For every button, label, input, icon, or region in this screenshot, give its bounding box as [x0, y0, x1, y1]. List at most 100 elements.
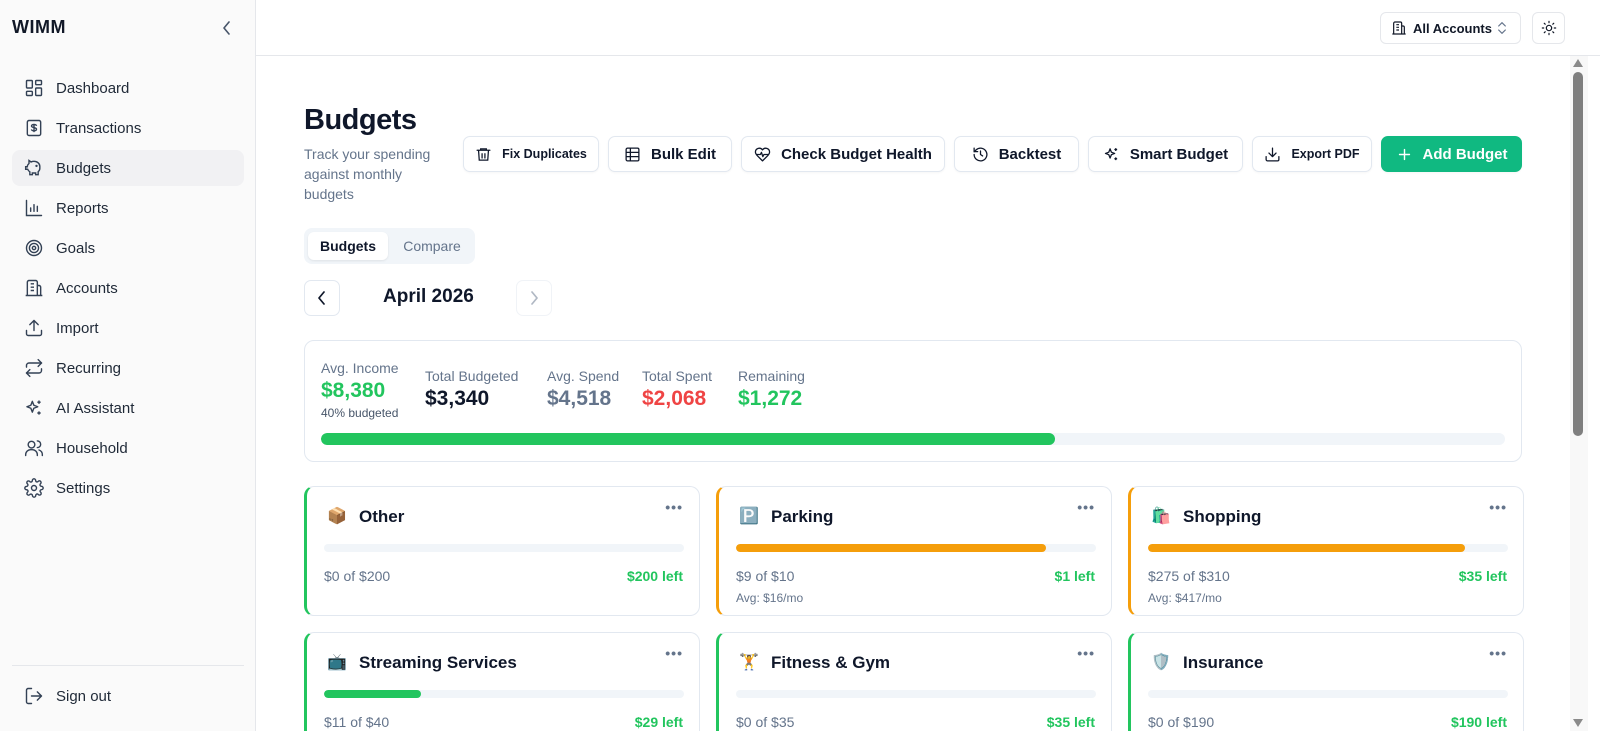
- budget-card-title: Parking: [771, 507, 834, 526]
- table-icon: [625, 146, 640, 162]
- download-icon: [1265, 146, 1280, 162]
- chevron-left-icon: [318, 291, 325, 305]
- sign-out-label: Sign out: [56, 687, 112, 705]
- add-budget-button[interactable]: Add Budget: [1381, 136, 1522, 172]
- account-selector[interactable]: All Accounts: [1380, 12, 1521, 44]
- more-options-icon[interactable]: •••: [1077, 499, 1095, 515]
- total-spent-value: $2,068: [642, 387, 707, 410]
- sidebar-item-goals[interactable]: Goals: [12, 230, 244, 266]
- tab-budgets[interactable]: Budgets: [308, 232, 388, 260]
- budget-average-text: Avg: $417/mo: [1148, 591, 1222, 605]
- category-emoji-icon: 🛍️: [1151, 508, 1171, 525]
- users-icon: [24, 440, 44, 457]
- sidebar-item-ai-assistant[interactable]: AI Assistant: [12, 390, 244, 426]
- bulk-edit-button[interactable]: Bulk Edit: [608, 136, 732, 172]
- budget-progress-fill: [324, 690, 422, 698]
- sidebar-item-recurring[interactable]: Recurring: [12, 350, 244, 386]
- collapse-sidebar-button[interactable]: [218, 18, 236, 38]
- budget-card-title: Other: [359, 507, 405, 526]
- total-budgeted-value: $3,340: [425, 387, 490, 410]
- total-spent-label: Total Spent: [642, 368, 713, 384]
- sparkles-icon: [1104, 147, 1117, 160]
- budget-card-title: Streaming Services: [359, 653, 517, 672]
- export-pdf-label: Export PDF: [1291, 147, 1360, 161]
- sign-out-button[interactable]: Sign out: [12, 678, 244, 714]
- sidebar-item-label: Settings: [56, 479, 111, 497]
- budget-card[interactable]: 📺 Streaming Services ••• $11 of $40 $29 left: [304, 632, 700, 731]
- account-selector-label: All Accounts: [1413, 20, 1492, 36]
- sidebar-item-label: Recurring: [56, 359, 122, 377]
- plus-icon: [1398, 148, 1410, 160]
- more-options-icon[interactable]: •••: [1489, 499, 1507, 515]
- export-pdf-button[interactable]: Export PDF: [1252, 136, 1372, 172]
- smart-budget-button[interactable]: Smart Budget: [1088, 136, 1243, 172]
- sidebar-item-household[interactable]: Household: [12, 430, 244, 466]
- sidebar-item-label: AI Assistant: [56, 399, 135, 417]
- theme-toggle-button[interactable]: [1532, 12, 1565, 44]
- budget-card[interactable]: 🅿️ Parking ••• $9 of $10 $1 left Avg: $16/mo: [716, 486, 1112, 616]
- heart-pulse-icon: [754, 147, 771, 162]
- sidebar-item-transactions[interactable]: Transactions: [12, 110, 244, 146]
- backtest-label: Backtest: [998, 145, 1062, 163]
- sparkles-icon: [26, 400, 41, 415]
- fix-duplicates-button[interactable]: Fix Duplicates: [463, 136, 599, 172]
- check-budget-health-button[interactable]: Check Budget Health: [741, 136, 945, 172]
- check-budget-health-label: Check Budget Health: [781, 145, 932, 163]
- bulk-edit-label: Bulk Edit: [650, 145, 716, 163]
- sidebar-item-dashboard[interactable]: Dashboard: [12, 70, 244, 106]
- budget-spent-text: $11 of $40: [324, 714, 390, 730]
- page-title: Budgets: [304, 104, 417, 136]
- more-options-icon[interactable]: •••: [1489, 645, 1507, 661]
- sidebar-item-import[interactable]: Import: [12, 310, 244, 346]
- budget-summary-card: Avg. Income $8,380 40% budgeted Total Bu…: [304, 340, 1522, 462]
- budget-progress-track: [324, 544, 684, 552]
- budget-remaining-text: $200 left: [626, 568, 683, 584]
- budget-progress-fill: [736, 544, 1046, 552]
- add-budget-label: Add Budget: [1422, 145, 1508, 163]
- category-emoji-icon: 🏋️: [739, 654, 759, 671]
- repeat-icon: [25, 358, 43, 378]
- sidebar-nav: Dashboard Transactions Budgets Reports G…: [12, 70, 244, 510]
- avg-spend-label: Avg. Spend: [547, 368, 620, 384]
- upload-icon: [25, 319, 43, 337]
- summary-progress-fill: [321, 433, 1056, 445]
- tab-compare[interactable]: Compare: [403, 238, 461, 254]
- gear-icon: [24, 478, 44, 498]
- budget-progress-fill: [1148, 544, 1465, 552]
- more-options-icon[interactable]: •••: [665, 645, 683, 661]
- budgeted-percent-note: 40% budgeted: [321, 406, 399, 420]
- sidebar-item-settings[interactable]: Settings: [12, 470, 244, 506]
- budget-progress-track: [736, 690, 1096, 698]
- log-out-icon: [25, 687, 43, 705]
- sidebar-item-accounts[interactable]: Accounts: [12, 270, 244, 306]
- layout-dashboard-icon: [25, 79, 43, 97]
- sidebar-item-label: Transactions: [56, 119, 142, 137]
- previous-month-button[interactable]: [304, 280, 340, 316]
- budget-spent-text: $0 of $190: [1148, 714, 1215, 730]
- scrollbar-thumb[interactable]: [1573, 72, 1583, 436]
- scroll-up-arrow[interactable]: [1573, 59, 1583, 67]
- history-icon: [973, 146, 988, 162]
- summary-progress-track: [321, 433, 1505, 445]
- sidebar-item-reports[interactable]: Reports: [12, 190, 244, 226]
- more-options-icon[interactable]: •••: [1077, 645, 1095, 661]
- more-options-icon[interactable]: •••: [665, 499, 683, 515]
- page-subtitle: Track your spending against monthly budg…: [304, 146, 431, 202]
- avg-spend-value: $4,518: [547, 387, 612, 410]
- sidebar-item-budgets[interactable]: Budgets: [12, 150, 244, 186]
- backtest-button[interactable]: Backtest: [954, 136, 1079, 172]
- budget-progress-track: [736, 544, 1096, 552]
- budget-card[interactable]: 🛍️ Shopping ••• $275 of $310 $35 left Avg: $4…: [1128, 486, 1524, 616]
- budget-progress-track: [324, 690, 684, 698]
- scroll-down-arrow[interactable]: [1573, 719, 1583, 727]
- piggy-bank-icon: [24, 159, 41, 176]
- budget-card[interactable]: 📦 Other ••• $0 of $200 $200 left: [304, 486, 700, 616]
- budget-card[interactable]: 🛡️ Insurance ••• $0 of $190 $190 left: [1128, 632, 1524, 731]
- next-month-button[interactable]: [516, 280, 552, 316]
- sidebar-item-label: Goals: [56, 239, 96, 257]
- budget-card[interactable]: 🏋️ Fitness & Gym ••• $0 of $35 $35 left: [716, 632, 1112, 731]
- building-icon: [1392, 21, 1406, 35]
- budget-spent-text: $0 of $35: [736, 714, 795, 730]
- avg-income-label: Avg. Income: [321, 360, 399, 376]
- total-budgeted-label: Total Budgeted: [425, 368, 519, 384]
